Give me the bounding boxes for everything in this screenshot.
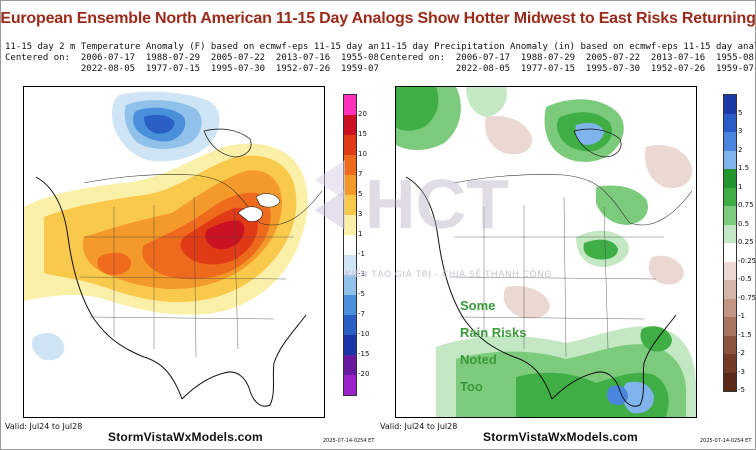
rain-risk-note: Some Rain Risks Noted Too [460, 292, 526, 400]
precipitation-colorbar-swatch [724, 354, 736, 373]
precipitation-colorbar-label: -5 [738, 386, 745, 394]
temperature-colorbar-label: 3 [358, 210, 363, 218]
temperature-colorbar-swatch [344, 235, 356, 255]
temperature-colorbar-label: -20 [358, 370, 370, 378]
precipitation-header-line2: Centered on: 2006-07-17 1988-07-29 2005-… [380, 53, 756, 63]
temperature-header-line3: 2022-08-05 1977-07-15 1995-07-30 1952-07… [5, 64, 396, 74]
precipitation-colorbar-swatch [724, 317, 736, 336]
temperature-panel: 11-15 day 2 m Temperature Anomaly (F) ba… [3, 40, 406, 445]
precipitation-colorbar-swatch [724, 280, 736, 299]
precipitation-colorbar-label: 3 [738, 127, 743, 135]
precipitation-colorbar-label: 0.25 [738, 238, 754, 246]
precipitation-colorbar-swatch [724, 187, 736, 206]
temperature-colorbar-swatch [344, 215, 356, 235]
precipitation-header-line1: 11-15 day Precipitation Anomaly (in) bas… [380, 42, 756, 52]
precipitation-colorbar-swatch [724, 372, 736, 391]
rain-risk-note-line2: Rain Risks [460, 325, 527, 340]
temperature-colorbar-label: 7 [358, 170, 363, 178]
temperature-colorbar-label: -15 [358, 350, 370, 358]
temperature-colorbar-label: -1 [358, 250, 365, 258]
temperature-colorbar-label: 10 [358, 150, 367, 158]
precipitation-colorbar-swatch [724, 113, 736, 132]
temperature-colorbar-label: 5 [358, 190, 363, 198]
temperature-colorbar-swatch [344, 95, 356, 115]
precipitation-colorbar-swatch [724, 335, 736, 354]
temperature-colorbar [343, 94, 357, 396]
precipitation-colorbar-label: 5 [738, 108, 743, 117]
precipitation-colorbar-swatch [724, 298, 736, 317]
precipitation-colorbar-label: -3 [738, 367, 745, 376]
precipitation-header: 11-15 day Precipitation Anomaly (in) bas… [380, 42, 756, 75]
temperature-colorbar-swatch [344, 255, 356, 275]
precipitation-colorbar-label: 2 [738, 145, 743, 154]
precipitation-colorbar-label: -2 [738, 349, 745, 357]
temperature-colorbar-swatch [344, 175, 356, 195]
precipitation-colorbar-label: -0.75 [738, 293, 756, 302]
temperature-colorbar-label: 15 [358, 130, 367, 138]
temperature-colorbar-label: -3 [358, 270, 365, 278]
precipitation-colorbar-label: 1 [738, 182, 743, 191]
temperature-colorbar-swatch [344, 295, 356, 315]
precipitation-colorbar-label: -1 [738, 312, 745, 320]
precipitation-colorbar-label: 0.75 [738, 201, 754, 209]
precipitation-colorbar-swatch [724, 206, 736, 225]
temperature-header: 11-15 day 2 m Temperature Anomaly (F) ba… [5, 42, 406, 75]
temperature-colorbar-swatch [344, 375, 356, 395]
precipitation-panel: 11-15 day Precipitation Anomaly (in) bas… [378, 40, 756, 445]
temperature-colorbar-swatch [344, 355, 356, 375]
precipitation-colorbar-swatch [724, 132, 736, 151]
precipitation-colorbar-swatch [724, 150, 736, 169]
temperature-colorbar-swatch [344, 335, 356, 355]
rain-risk-note-line3: Noted [460, 352, 497, 367]
temperature-colorbar-swatch [344, 195, 356, 215]
temperature-anomaly-map [23, 86, 325, 418]
temperature-timestamp: 2025-07-14-0254 ET [323, 438, 375, 444]
precipitation-credit: StormVistaWxModels.com [483, 430, 638, 444]
precipitation-colorbar-swatch [724, 243, 736, 262]
temperature-credit: StormVistaWxModels.com [108, 430, 263, 444]
temperature-colorbar-swatch [344, 275, 356, 295]
temperature-colorbar-swatch [344, 315, 356, 335]
temperature-header-line1: 11-15 day 2 m Temperature Anomaly (F) ba… [5, 42, 406, 52]
temperature-colorbar-swatch [344, 155, 356, 175]
precipitation-timestamp: 2025-07-14-0254 ET [700, 438, 752, 444]
temperature-colorbar-label: -5 [358, 290, 365, 298]
precipitation-colorbar-swatch [724, 169, 736, 188]
precipitation-colorbar-swatch [724, 224, 736, 243]
temperature-colorbar-swatch [344, 115, 356, 135]
rain-risk-note-line4: Too [460, 379, 483, 394]
precipitation-colorbar-label: -1.5 [738, 330, 752, 339]
temperature-colorbar-label: 1 [358, 230, 363, 238]
precipitation-colorbar-label: -0.25 [738, 256, 756, 265]
figure-title: European Ensemble North American 11-15 D… [0, 10, 756, 27]
temperature-colorbar-label: 20 [358, 110, 367, 118]
temperature-colorbar-label: -10 [358, 330, 370, 338]
precipitation-colorbar-swatch [724, 261, 736, 280]
temperature-colorbar-label: -7 [358, 310, 365, 318]
precipitation-colorbar [723, 94, 737, 392]
precipitation-colorbar-swatch [724, 95, 736, 114]
rain-risk-note-line1: Some [460, 298, 496, 313]
precipitation-colorbar-label: 0.5 [738, 219, 750, 228]
precipitation-anomaly-map [395, 86, 697, 418]
temperature-colorbar-swatch [344, 135, 356, 155]
watermark-tagline: KIẾN TẠO GIÁ TRỊ - CHIA SẺ THÀNH CÔNG [345, 270, 552, 280]
temperature-valid-period: Valid: Jul24 to Jul28 [5, 422, 83, 431]
precipitation-colorbar-label: 1.5 [738, 164, 750, 172]
precipitation-header-line3: 2022-08-05 1977-07-15 1995-07-30 1952-07… [380, 64, 756, 74]
precipitation-valid-period: Valid: Jul24 to Jul28 [380, 422, 458, 431]
precipitation-colorbar-label: -0.5 [738, 275, 752, 283]
temperature-header-line2: Centered on: 2006-07-17 1988-07-29 2005-… [5, 53, 396, 63]
